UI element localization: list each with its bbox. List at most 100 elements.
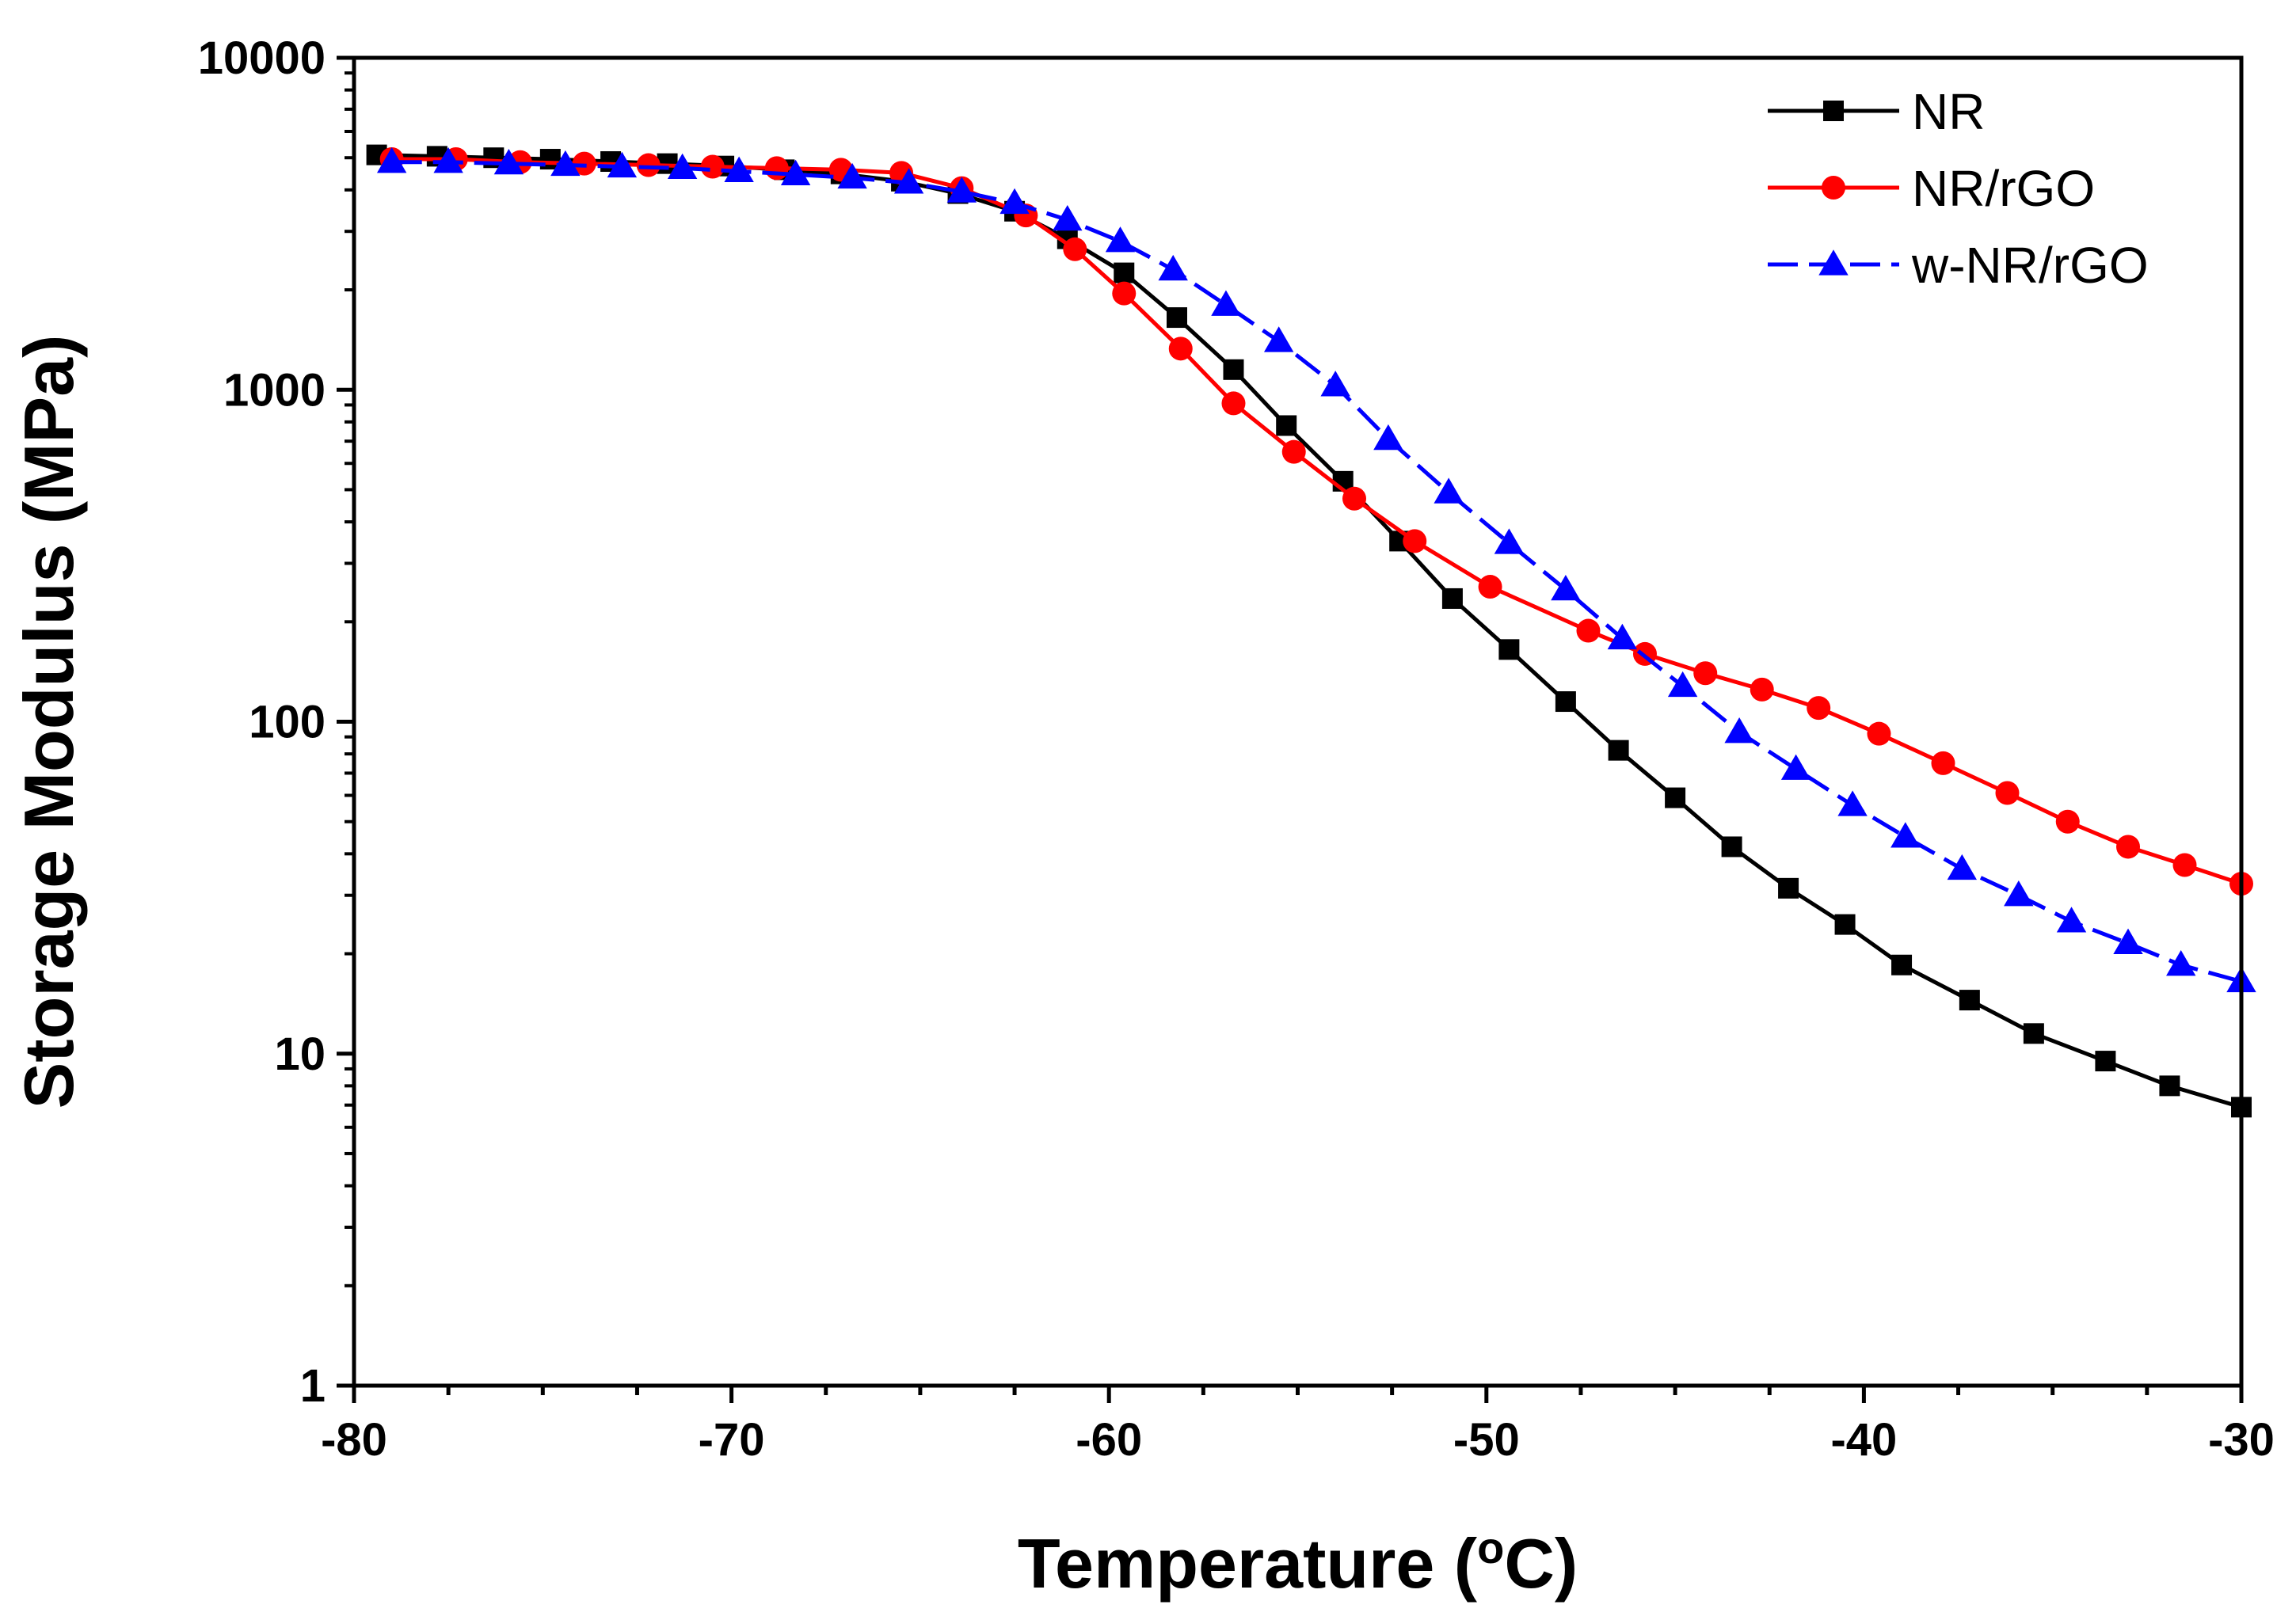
data-point-triangle [433,147,463,173]
data-point-square [1166,307,1187,329]
x-axis-title-main: Temperature ( [1018,1524,1478,1603]
data-point-square [1891,954,1913,975]
data-point-square [1823,101,1844,121]
data-point-triangle [1724,717,1754,743]
data-point-square [1608,740,1629,761]
data-point-circle [1995,781,2020,805]
data-point-triangle [1211,290,1241,316]
legend-entry: NR [1768,83,1985,140]
data-point-square [1223,359,1244,380]
x-axis-title-end: C) [1504,1524,1578,1603]
data-point-triangle [1837,790,1868,816]
data-point-triangle [1158,254,1188,281]
data-point-square [1441,588,1463,609]
data-point-triangle [1263,326,1294,352]
data-point-circle [1693,661,1718,686]
series-w-nr-rgo [376,147,2256,993]
x-tick-label: -40 [1830,1414,1897,1466]
series-layer [366,144,2256,1118]
x-tick-label: -70 [699,1414,765,1466]
data-point-triangle [1947,854,1978,880]
data-point-triangle [493,148,524,175]
data-point-triangle [837,162,867,189]
data-point-triangle [1320,371,1350,397]
data-point-square [2159,1075,2180,1097]
data-point-triangle [2004,880,2034,907]
data-point-square [1834,914,1856,935]
data-point-circle [1822,176,1845,200]
y-tick-label: 1 [300,1360,326,1412]
data-point-triangle [550,150,581,177]
y-tick-label: 100 [249,697,326,748]
data-point-triangle [1667,671,1698,698]
data-point-circle [1063,237,1087,261]
data-point-circle [764,156,789,181]
data-point-triangle [780,159,811,186]
x-tick-label: -50 [1453,1414,1520,1466]
data-point-circle [1221,391,1246,416]
data-point-circle [1112,281,1137,306]
data-point-circle [1168,337,1193,361]
data-point-circle [2055,809,2080,834]
x-tick-label: -60 [1076,1414,1142,1466]
data-point-triangle [667,153,698,180]
y-tick-label: 10 [274,1029,326,1080]
legend: NR NR/rGO w-NR/rGO [1768,83,2149,294]
data-point-triangle [946,177,977,203]
data-point-square [1778,877,1799,899]
data-point-circle [1478,575,1502,599]
data-point-square [1721,836,1742,858]
data-point-circle [2172,853,2197,877]
data-point-triangle [1607,623,1638,650]
data-point-circle [1807,696,1831,721]
data-point-triangle [1780,754,1811,780]
data-point-circle [1342,486,1366,511]
legend-label: w-NR/rGO [1911,237,2149,294]
data-point-square [1276,415,1297,436]
data-point-triangle [607,151,638,178]
series-nr-rgo [379,147,2253,896]
y-tick-label: 10000 [198,32,326,84]
data-point-triangle [1494,528,1525,554]
data-point-triangle [1373,424,1403,451]
legend-label: NR/rGO [1912,160,2095,217]
data-point-circle [1576,618,1601,643]
data-point-triangle [376,147,407,173]
data-point-circle [636,153,661,177]
data-point-triangle [1105,226,1136,253]
x-tick-label: -80 [321,1414,387,1466]
data-point-circle [1931,751,1955,775]
tick-labels: -80 -70 -60 -50 -40 -30 1 10 100 1000 10000 [198,32,2275,1466]
data-point-square [1959,990,1980,1011]
data-point-triangle [1000,188,1030,215]
y-axis-title: Storage Modulus (MPa) [10,335,88,1109]
data-point-square [1665,787,1686,808]
data-point-square [2023,1023,2044,1044]
data-point-triangle [1890,822,1921,848]
data-point-circle [1867,721,1891,746]
x-axis-title: Temperature (oC) [1018,1523,1578,1603]
data-point-triangle [1818,249,1849,276]
data-point-triangle [2166,950,2196,976]
data-point-circle [1750,677,1774,702]
data-point-circle [1281,439,1306,464]
data-point-circle [1403,529,1427,553]
legend-entry: w-NR/rGO [1768,237,2149,294]
legend-label: NR [1912,83,1985,140]
data-point-triangle [2056,907,2087,933]
data-point-triangle [1053,204,1083,231]
data-point-circle [700,154,725,179]
data-point-square [2095,1051,2116,1072]
x-tick-label: -30 [2208,1414,2275,1466]
data-point-square [1114,262,1135,283]
x-axis-title-sup: o [1477,1523,1504,1572]
plot-frame [352,55,2244,1388]
series-line [391,160,2242,984]
data-point-square [1498,639,1520,660]
data-point-triangle [2113,928,2143,954]
data-point-triangle [1434,477,1464,504]
data-point-square [1555,691,1576,713]
data-point-triangle [1551,574,1581,601]
